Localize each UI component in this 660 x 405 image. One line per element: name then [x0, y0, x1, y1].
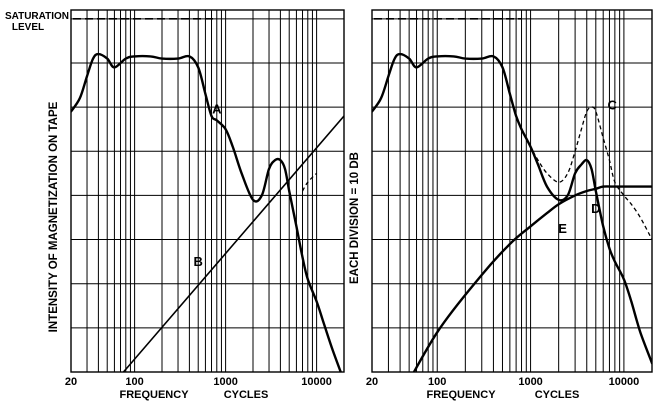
- curve-label-e: E: [558, 221, 567, 236]
- series-line-c: [372, 53, 652, 240]
- left-panel: A B 20 100 1000 10000 FREQUENCY CYCLES: [65, 9, 345, 401]
- right-y-axis-label: EACH DIVISION = 10 DB: [349, 152, 361, 284]
- right-panel: C D E 20 100 1000 10000 FREQUENCY CYCLES: [366, 9, 653, 401]
- x-axis-label: FREQUENCY: [119, 389, 189, 401]
- x-axis-label: CYCLES: [224, 389, 269, 401]
- vertical-grid: [387, 10, 625, 372]
- saturation-label-level: LEVEL: [12, 22, 44, 33]
- curve-label-a: A: [212, 102, 222, 117]
- plot-frame: [70, 9, 345, 373]
- x-axis-label: CYCLES: [535, 389, 580, 401]
- series-group: [372, 52, 652, 372]
- series-line-d: [372, 52, 652, 365]
- plot-frame: [371, 9, 653, 373]
- series-line-b: [122, 115, 344, 372]
- saturation-label: SATURATION: [5, 11, 69, 22]
- curve-label-c: C: [608, 97, 618, 112]
- x-tick-label: 20: [366, 376, 378, 388]
- x-tick-label: 10000: [301, 376, 332, 388]
- series-line-e: [412, 185, 652, 372]
- vertical-grid: [86, 10, 318, 372]
- x-tick-label: 100: [125, 376, 143, 388]
- series-group: [71, 52, 344, 372]
- left-y-axis-label: INTENSITY OF MAGNETIZATION ON TAPE: [48, 101, 60, 332]
- x-tick-label: 10000: [609, 376, 640, 388]
- x-tick-label: 100: [428, 376, 446, 388]
- x-axis-label: FREQUENCY: [426, 389, 496, 401]
- x-tick-label: 1000: [213, 376, 237, 388]
- x-tick-label: 1000: [518, 376, 542, 388]
- horizontal-grid: [372, 18, 652, 329]
- x-tick-label: 20: [65, 376, 77, 388]
- series-line-a: [71, 52, 342, 372]
- curve-label-d: D: [591, 201, 600, 216]
- curve-label-b: B: [194, 254, 203, 269]
- series-line-dashed: [301, 172, 318, 192]
